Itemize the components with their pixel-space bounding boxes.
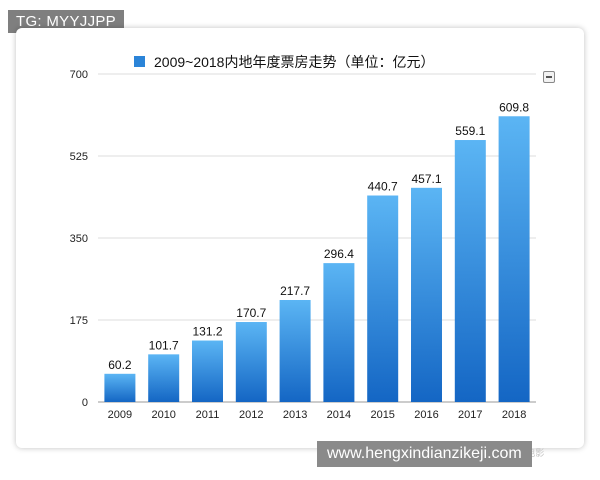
bar <box>323 263 355 402</box>
y-tick-label: 175 <box>70 315 88 327</box>
corner-badge: TG: MYYJJPP <box>8 10 124 33</box>
bar <box>498 116 530 403</box>
data-label: 440.7 <box>368 180 398 194</box>
y-tick-label: 0 <box>82 397 88 409</box>
x-axis-tick-labels: 2009 2010 2011 2012 2013 2014 2015 2016 2017 2018 <box>108 409 527 421</box>
bar <box>454 140 486 402</box>
x-tick-label: 2010 <box>151 409 175 421</box>
legend: 2009~2018内地年度票房走势（单位：亿元） <box>134 54 434 70</box>
x-tick-label: 2018 <box>502 409 526 421</box>
x-tick-label: 2013 <box>283 409 307 421</box>
y-tick-label: 700 <box>70 69 88 81</box>
bars: 60.2 101.7 131.2 170.7 217.7 296.4 440.7 457.1 5… <box>104 100 530 403</box>
bar <box>367 195 399 402</box>
data-label: 217.7 <box>280 284 310 298</box>
bar <box>104 373 136 402</box>
x-tick-label: 2011 <box>196 409 220 421</box>
x-tick-label: 2015 <box>370 409 394 421</box>
data-label: 296.4 <box>324 247 354 261</box>
data-label: 457.1 <box>411 172 441 186</box>
data-label: 60.2 <box>108 358 132 372</box>
legend-label: 2009~2018内地年度票房走势（单位：亿元） <box>154 54 434 70</box>
x-tick-label: 2017 <box>458 409 482 421</box>
bar <box>411 187 442 402</box>
data-label: 559.1 <box>455 124 485 138</box>
chart-card: 2009~2018内地年度票房走势（单位：亿元） 0 175 350 525 700 6… <box>16 28 584 458</box>
bar-chart: 2009~2018内地年度票房走势（单位：亿元） 0 175 350 525 700 6… <box>70 54 536 421</box>
data-label: 101.7 <box>149 338 179 352</box>
url-badge: www.hengxindianzikeji.com <box>317 441 532 467</box>
minus-square-icon[interactable] <box>543 71 555 83</box>
data-label: 131.2 <box>192 325 222 339</box>
x-tick-label: 2012 <box>239 409 263 421</box>
bar <box>279 299 311 402</box>
y-tick-label: 525 <box>70 151 88 163</box>
legend-swatch <box>134 56 145 67</box>
data-label: 170.7 <box>236 306 266 320</box>
y-tick-label: 350 <box>70 233 88 245</box>
x-tick-label: 2009 <box>108 409 132 421</box>
bar <box>148 354 180 402</box>
x-tick-label: 2014 <box>327 409 351 421</box>
bar <box>235 322 267 402</box>
x-tick-label: 2016 <box>414 409 438 421</box>
y-axis-tick-labels: 0 175 350 525 700 <box>70 69 88 409</box>
bar <box>192 340 223 402</box>
data-label: 609.8 <box>499 100 529 114</box>
